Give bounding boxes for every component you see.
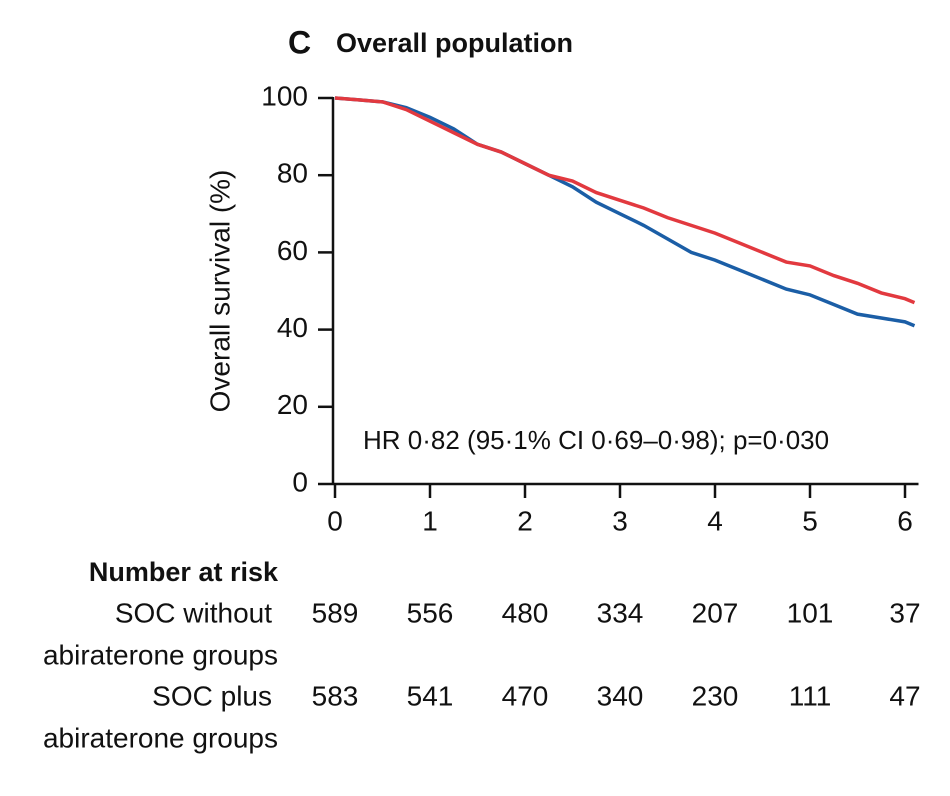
risk-value: 47 xyxy=(889,680,920,711)
risk-value: 37 xyxy=(889,597,920,628)
risk-row-label: abiraterone groups xyxy=(43,722,278,753)
annotation: HR 0·82 (95·1% CI 0·69–0·98); p=0·030 xyxy=(363,425,829,455)
x-tick-label: 0 xyxy=(327,505,343,536)
risk-value: 583 xyxy=(312,680,359,711)
x-tick-label: 4 xyxy=(707,505,723,536)
x-tick-label: 3 xyxy=(612,505,628,536)
y-tick-label: 100 xyxy=(261,80,308,111)
risk-value: 101 xyxy=(787,597,834,628)
y-tick-label: 20 xyxy=(277,389,308,420)
risk-value: 334 xyxy=(597,597,644,628)
risk-row-label: SOC plus xyxy=(152,680,272,711)
survival-curve xyxy=(334,96,916,305)
risk-value: 470 xyxy=(502,680,549,711)
risk-value: 589 xyxy=(312,597,359,628)
y-tick-label: 40 xyxy=(277,312,308,343)
survival-curve xyxy=(334,96,916,328)
risk-value: 480 xyxy=(502,597,549,628)
x-tick-label: 1 xyxy=(422,505,438,536)
chart-title: Overall population xyxy=(336,28,573,58)
panel-label: C xyxy=(288,24,311,60)
risk-value: 207 xyxy=(692,597,739,628)
risk-value: 556 xyxy=(407,597,454,628)
y-tick-label: 80 xyxy=(277,158,308,189)
y-tick-label: 0 xyxy=(292,466,308,497)
risk-value: 541 xyxy=(407,680,454,711)
x-tick-label: 6 xyxy=(897,505,913,536)
risk-value: 340 xyxy=(597,680,644,711)
x-tick-label: 2 xyxy=(517,505,533,536)
x-tick-label: 5 xyxy=(802,505,818,536)
risk-row-label: SOC without xyxy=(115,597,272,628)
risk-row-label: abiraterone groups xyxy=(43,639,278,670)
y-axis-label: Overall survival (%) xyxy=(204,170,235,413)
risk-table-title: Number at risk xyxy=(89,557,279,587)
y-tick-label: 60 xyxy=(277,235,308,266)
risk-value: 111 xyxy=(789,680,832,711)
risk-value: 230 xyxy=(692,680,739,711)
